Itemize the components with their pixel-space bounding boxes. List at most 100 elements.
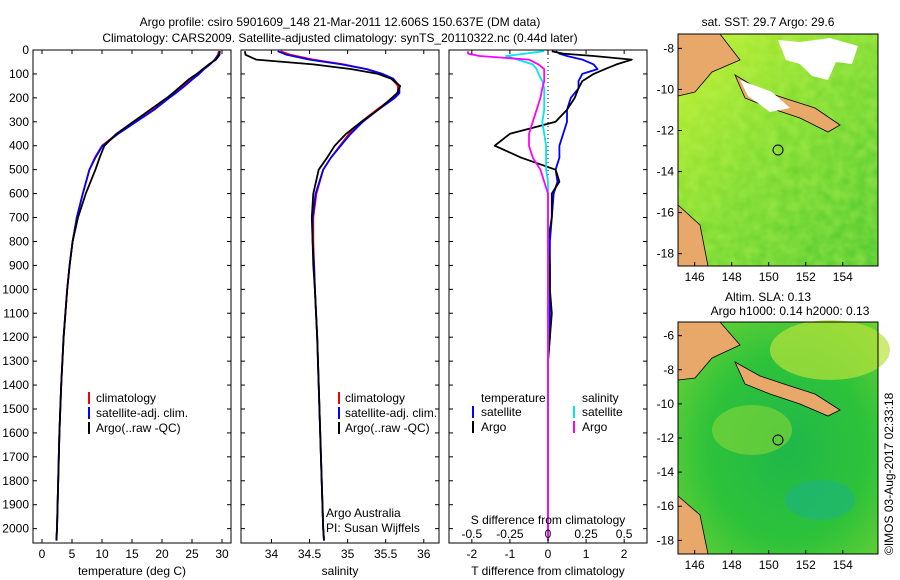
series-temperature-argo <box>493 50 633 541</box>
title-line-1: Argo profile: csiro 5901609_148 21-Mar-2… <box>140 15 541 29</box>
x-tick-label: 20 <box>155 547 169 561</box>
sla-lon-axis: 146 148 150 152 154 <box>685 550 853 572</box>
lon-tick-label: 154 <box>833 558 853 572</box>
series-climatology <box>280 50 399 541</box>
x-tick-label: 35.5 <box>374 547 398 561</box>
credit-text: ©IMOS 03-Aug-2017 02:33:18 <box>882 392 896 555</box>
depth-tick-label: 1100 <box>3 306 29 320</box>
legend-salinity-title: salinity <box>582 391 619 405</box>
temperature-xlabel: temperature (deg C) <box>78 564 186 578</box>
lat-tick-label: -12 <box>657 123 675 137</box>
series-satellite-adj-clim- <box>55 50 222 541</box>
series-argo-raw-qc- <box>55 51 221 541</box>
lat-tick-label: -8 <box>663 363 674 377</box>
lon-tick-label: 152 <box>796 558 816 572</box>
depth-tick-label: 1600 <box>2 426 29 440</box>
depth-tick-label: 400 <box>9 139 29 153</box>
lat-tick-label: -10 <box>657 397 675 411</box>
depth-tick-label: 1700 <box>2 450 29 464</box>
salinity-xlabel: salinity <box>322 564 359 578</box>
legend-temp-argo: Argo <box>481 420 507 434</box>
x-tick-label: 2 <box>621 547 628 561</box>
sla-map-title-2: Argo h1000: 0.14 h2000: 0.13 <box>711 304 870 318</box>
depth-tick-label: 0 <box>22 43 29 57</box>
sla-anomaly-2 <box>712 405 792 455</box>
depth-tick-label: 700 <box>9 211 29 225</box>
depth-tick-label: 500 <box>9 163 29 177</box>
lon-tick-label: 146 <box>685 558 705 572</box>
lat-tick-label: -14 <box>657 465 675 479</box>
depth-tick-label: 900 <box>9 258 29 272</box>
sla-argo-location-marker <box>772 434 784 446</box>
legend-satellite: satellite-adj. clim. <box>96 406 188 420</box>
depth-tick-label: 1900 <box>2 498 29 512</box>
sst-map <box>677 33 879 267</box>
note-argo-australia: Argo Australia <box>326 506 401 520</box>
lon-tick-label: 152 <box>796 270 816 284</box>
title-line-2: Climatology: CARS2009. Satellite-adjuste… <box>102 31 577 45</box>
series-climatology <box>55 50 220 541</box>
x2-tick-label: 0.5 <box>616 527 633 541</box>
lat-tick-label: -16 <box>657 206 675 220</box>
depth-tick-label: 1300 <box>2 354 29 368</box>
depth-tick-label: 100 <box>9 67 29 81</box>
lon-tick-label: 146 <box>685 270 705 284</box>
depth-tick-label: 2000 <box>2 522 29 536</box>
sst-argo-location-marker <box>772 144 784 156</box>
depth-tick-label: 1400 <box>2 378 29 392</box>
legend-climatology: climatology <box>345 391 405 405</box>
x-tick-label: 10 <box>95 547 109 561</box>
t-difference-xlabel: T difference from climatology <box>471 564 625 578</box>
salinity-lines <box>243 50 402 541</box>
difference-lines <box>467 50 633 543</box>
temperature-legend: climatology satellite-adj. clim. Argo(..… <box>88 391 188 435</box>
series-salinity-argo <box>467 51 549 541</box>
depth-tick-label: 1000 <box>2 282 29 296</box>
lon-tick-label: 150 <box>759 270 779 284</box>
depth-tick-label: 200 <box>9 91 29 105</box>
x-tick-label: 0 <box>39 547 46 561</box>
x-tick-label: 1 <box>583 547 590 561</box>
legend-temp-satellite: satellite <box>481 405 522 419</box>
sla-map-title-1: Altim. SLA: 0.13 <box>725 290 811 304</box>
x2-tick-label: 0.25 <box>574 527 598 541</box>
legend-argo: Argo(..raw -QC) <box>345 421 430 435</box>
depth-tick-label: 800 <box>9 234 29 248</box>
difference-legend: temperature satellite Argo salinity sate… <box>472 391 623 434</box>
sst-missing-cloud-2 <box>740 80 790 112</box>
lat-tick-label: -12 <box>657 431 675 445</box>
depth-tick-label: 1200 <box>2 330 29 344</box>
x2-tick-label: -0.25 <box>496 527 524 541</box>
sst-lat-axis: -8 -10 -12 -14 -16 -18 <box>657 41 682 261</box>
lat-tick-label: -14 <box>657 165 675 179</box>
x-tick-label: 35 <box>341 547 355 561</box>
lon-tick-label: 148 <box>722 558 742 572</box>
sst-map-frame <box>677 33 879 267</box>
sst-lon-axis: 146 148 150 152 154 <box>685 262 853 284</box>
legend-sal-satellite: satellite <box>582 405 623 419</box>
x2-tick-label: -0.5 <box>462 527 483 541</box>
sst-map-title: sat. SST: 29.7 Argo: 29.6 <box>702 15 835 29</box>
series-argo-raw-qc- <box>243 51 402 541</box>
s-difference-xlabel: S difference from climatology <box>471 513 626 527</box>
sla-high-anomaly <box>770 320 890 380</box>
lat-tick-label: -6 <box>663 329 674 343</box>
depth-axis: 0 100 200 300 400 500 600 700 800 900 1000 1100 1200… <box>2 43 647 536</box>
x-tick-label: 34 <box>265 547 279 561</box>
x-tick-label: -2 <box>467 547 478 561</box>
lat-tick-label: -18 <box>657 247 675 261</box>
lat-tick-label: -8 <box>663 41 674 55</box>
sst-missing-cloud <box>778 38 858 80</box>
series-temperature-satellite <box>547 50 599 541</box>
legend-argo: Argo(..raw -QC) <box>96 421 181 435</box>
x2-tick-label: 0 <box>545 527 552 541</box>
x-tick-label: 30 <box>215 547 229 561</box>
lon-tick-label: 148 <box>722 270 742 284</box>
x-tick-label: 0 <box>545 547 552 561</box>
sla-land-peninsula <box>734 361 841 417</box>
salinity-x-axis: 34 34.5 35 35.5 36 <box>265 50 431 561</box>
depth-tick-label: 1800 <box>2 474 29 488</box>
lon-tick-label: 154 <box>833 270 853 284</box>
note-pi: PI: Susan Wijffels <box>326 521 420 535</box>
